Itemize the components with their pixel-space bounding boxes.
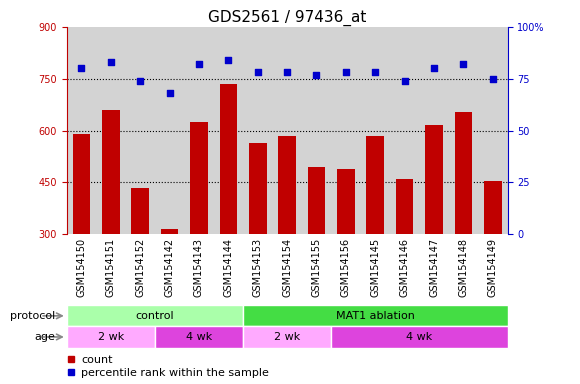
Bar <box>190 122 208 234</box>
Text: GSM154146: GSM154146 <box>400 238 409 297</box>
Bar <box>131 188 149 234</box>
Text: GSM154155: GSM154155 <box>311 238 321 297</box>
Text: GSM154144: GSM154144 <box>223 238 233 297</box>
Text: GSM154150: GSM154150 <box>77 238 86 297</box>
Bar <box>337 169 355 234</box>
Bar <box>425 125 443 234</box>
Bar <box>67 326 155 348</box>
Bar <box>367 136 384 234</box>
Bar <box>161 229 179 234</box>
Bar <box>307 167 325 234</box>
Bar <box>278 136 296 234</box>
Bar <box>219 84 237 234</box>
Text: GSM154148: GSM154148 <box>458 238 469 297</box>
Text: GSM154154: GSM154154 <box>282 238 292 297</box>
Text: GSM154147: GSM154147 <box>429 238 439 297</box>
Text: GSM154152: GSM154152 <box>135 238 145 297</box>
Bar <box>72 134 90 234</box>
Point <box>371 70 380 76</box>
Text: 2 wk: 2 wk <box>274 332 300 342</box>
Text: 4 wk: 4 wk <box>406 332 433 342</box>
Text: 2 wk: 2 wk <box>97 332 124 342</box>
Text: GSM154151: GSM154151 <box>106 238 116 297</box>
Point <box>488 76 498 82</box>
Bar <box>455 112 472 234</box>
Text: MAT1 ablation: MAT1 ablation <box>336 311 415 321</box>
Point <box>136 78 145 84</box>
Point <box>106 59 115 65</box>
Point <box>429 65 438 71</box>
Bar <box>155 326 243 348</box>
Text: 4 wk: 4 wk <box>186 332 212 342</box>
Point <box>77 65 86 71</box>
Bar <box>249 143 267 234</box>
Bar <box>396 179 414 234</box>
Bar <box>484 181 502 234</box>
Bar <box>67 305 243 326</box>
Point <box>282 70 292 76</box>
Text: control: control <box>136 311 174 321</box>
Legend: count, percentile rank within the sample: count, percentile rank within the sample <box>67 355 269 379</box>
Point <box>253 70 262 76</box>
Bar <box>102 110 119 234</box>
Text: GSM154156: GSM154156 <box>341 238 351 297</box>
Text: GSM154142: GSM154142 <box>165 238 175 297</box>
Title: GDS2561 / 97436_at: GDS2561 / 97436_at <box>208 9 367 25</box>
Point <box>194 61 204 67</box>
Point <box>165 90 174 96</box>
Text: protocol: protocol <box>10 311 55 321</box>
Text: GSM154143: GSM154143 <box>194 238 204 297</box>
Text: GSM154145: GSM154145 <box>370 238 380 297</box>
Bar <box>243 326 331 348</box>
Point <box>341 70 350 76</box>
Bar <box>331 326 508 348</box>
Point <box>312 71 321 78</box>
Point <box>459 61 468 67</box>
Point <box>400 78 409 84</box>
Point <box>224 57 233 63</box>
Text: GSM154153: GSM154153 <box>253 238 263 297</box>
Bar <box>243 305 508 326</box>
Text: GSM154149: GSM154149 <box>488 238 498 297</box>
Text: age: age <box>34 332 55 342</box>
